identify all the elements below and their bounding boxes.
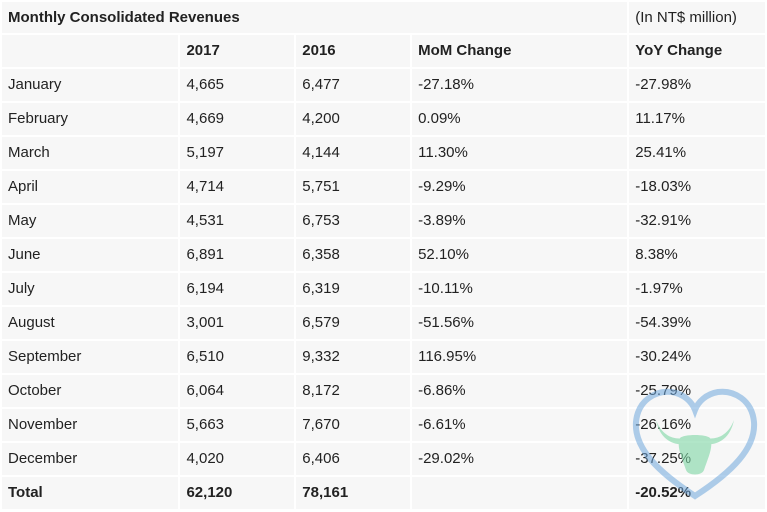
total-label: Total [2, 477, 179, 509]
header-2016: 2016 [296, 35, 411, 67]
yoy-change-cell: -37.25% [629, 443, 765, 475]
revenue-2017-cell: 6,194 [180, 273, 295, 305]
revenue-2017-cell: 6,064 [180, 375, 295, 407]
revenue-2016-cell: 7,670 [296, 409, 411, 441]
revenue-2016-cell: 6,753 [296, 205, 411, 237]
revenue-2016-cell: 9,332 [296, 341, 411, 373]
table-row: August 3,001 6,579 -51.56% -54.39% [2, 307, 765, 339]
yoy-change-cell: -32.91% [629, 205, 765, 237]
revenue-2016-cell: 4,144 [296, 137, 411, 169]
mom-change-cell: -9.29% [412, 171, 628, 203]
month-cell: September [2, 341, 179, 373]
header-yoy-change: YoY Change [629, 35, 765, 67]
yoy-change-cell: 8.38% [629, 239, 765, 271]
table-row: December 4,020 6,406 -29.02% -37.25% [2, 443, 765, 475]
table-row: April 4,714 5,751 -9.29% -18.03% [2, 171, 765, 203]
month-cell: May [2, 205, 179, 237]
mom-change-cell: -6.61% [412, 409, 628, 441]
revenue-2016-cell: 6,358 [296, 239, 411, 271]
revenue-2017-cell: 3,001 [180, 307, 295, 339]
mom-change-cell: 0.09% [412, 103, 628, 135]
total-yoy-change: -20.52% [629, 477, 765, 509]
total-mom-change [412, 477, 628, 509]
revenue-2017-cell: 4,531 [180, 205, 295, 237]
table-row: March 5,197 4,144 11.30% 25.41% [2, 137, 765, 169]
table-row: January 4,665 6,477 -27.18% -27.98% [2, 69, 765, 101]
mom-change-cell: 11.30% [412, 137, 628, 169]
revenue-2017-cell: 6,510 [180, 341, 295, 373]
revenue-2017-cell: 4,714 [180, 171, 295, 203]
revenue-2017-cell: 6,891 [180, 239, 295, 271]
yoy-change-cell: -26.16% [629, 409, 765, 441]
yoy-change-cell: -30.24% [629, 341, 765, 373]
table-row: October 6,064 8,172 -6.86% -25.79% [2, 375, 765, 407]
revenue-2017-cell: 5,197 [180, 137, 295, 169]
revenue-2016-cell: 4,200 [296, 103, 411, 135]
revenue-2017-cell: 4,669 [180, 103, 295, 135]
revenue-2017-cell: 5,663 [180, 409, 295, 441]
month-cell: December [2, 443, 179, 475]
mom-change-cell: -51.56% [412, 307, 628, 339]
month-cell: February [2, 103, 179, 135]
title-row: Monthly Consolidated Revenues (In NT$ mi… [2, 2, 765, 33]
table-title: Monthly Consolidated Revenues [2, 2, 628, 33]
mom-change-cell: -6.86% [412, 375, 628, 407]
total-row: Total 62,120 78,161 -20.52% [2, 477, 765, 509]
mom-change-cell: -29.02% [412, 443, 628, 475]
unit-note: (In NT$ million) [629, 2, 765, 33]
yoy-change-cell: -27.98% [629, 69, 765, 101]
table-row: February 4,669 4,200 0.09% 11.17% [2, 103, 765, 135]
yoy-change-cell: -54.39% [629, 307, 765, 339]
month-cell: August [2, 307, 179, 339]
revenue-2016-cell: 6,406 [296, 443, 411, 475]
yoy-change-cell: -25.79% [629, 375, 765, 407]
table-row: July 6,194 6,319 -10.11% -1.97% [2, 273, 765, 305]
revenue-2016-cell: 6,579 [296, 307, 411, 339]
header-2017: 2017 [180, 35, 295, 67]
mom-change-cell: 52.10% [412, 239, 628, 271]
yoy-change-cell: 11.17% [629, 103, 765, 135]
revenue-2016-cell: 8,172 [296, 375, 411, 407]
header-mom-change: MoM Change [412, 35, 628, 67]
revenue-2017-cell: 4,665 [180, 69, 295, 101]
mom-change-cell: -27.18% [412, 69, 628, 101]
mom-change-cell: -10.11% [412, 273, 628, 305]
revenue-2017-cell: 4,020 [180, 443, 295, 475]
revenue-2016-cell: 6,319 [296, 273, 411, 305]
revenue-2016-cell: 5,751 [296, 171, 411, 203]
month-cell: January [2, 69, 179, 101]
table-row: September 6,510 9,332 116.95% -30.24% [2, 341, 765, 373]
month-cell: November [2, 409, 179, 441]
total-2017: 62,120 [180, 477, 295, 509]
mom-change-cell: 116.95% [412, 341, 628, 373]
revenue-2016-cell: 6,477 [296, 69, 411, 101]
mom-change-cell: -3.89% [412, 205, 628, 237]
yoy-change-cell: 25.41% [629, 137, 765, 169]
table-row: November 5,663 7,670 -6.61% -26.16% [2, 409, 765, 441]
table-row: June 6,891 6,358 52.10% 8.38% [2, 239, 765, 271]
header-month [2, 35, 179, 67]
yoy-change-cell: -18.03% [629, 171, 765, 203]
month-cell: October [2, 375, 179, 407]
yoy-change-cell: -1.97% [629, 273, 765, 305]
month-cell: April [2, 171, 179, 203]
total-2016: 78,161 [296, 477, 411, 509]
table-row: May 4,531 6,753 -3.89% -32.91% [2, 205, 765, 237]
month-cell: July [2, 273, 179, 305]
month-cell: March [2, 137, 179, 169]
month-cell: June [2, 239, 179, 271]
header-row: 2017 2016 MoM Change YoY Change [2, 35, 765, 67]
